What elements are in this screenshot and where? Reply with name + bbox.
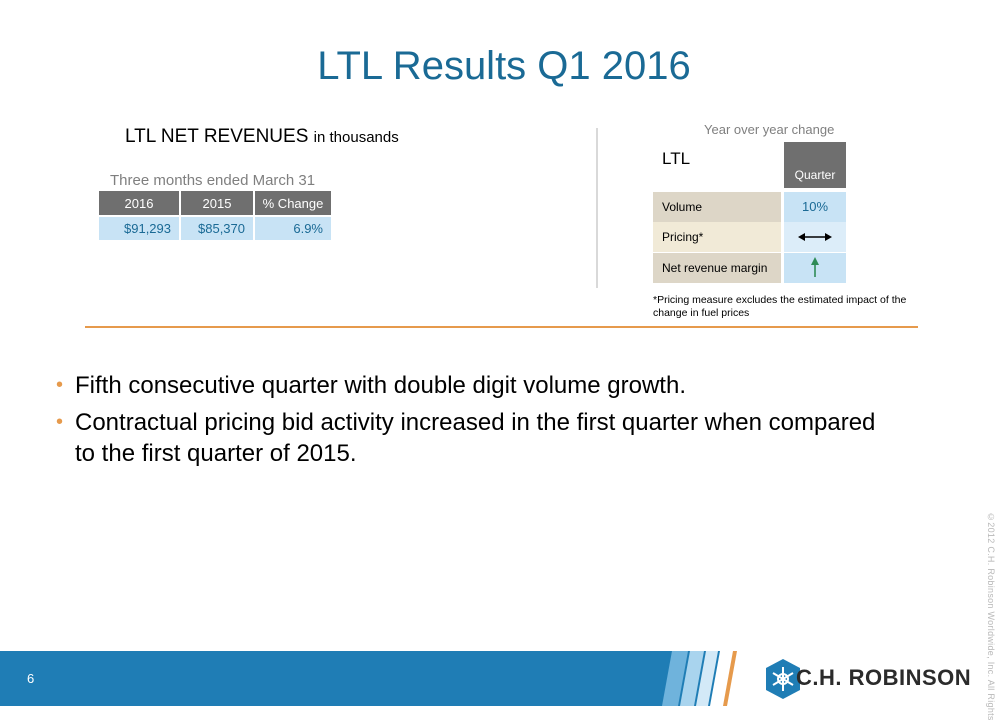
segment-label: LTL [662,149,691,168]
footer-bar [0,651,745,706]
footer-stripes [640,651,750,706]
slide-title: LTL Results Q1 2016 [317,44,691,88]
net-revenues-heading: LTL NET REVENUES in thousands [125,126,399,148]
cell-2016: $91,293 [99,215,181,240]
period-label: Three months ended March 31 [110,172,316,189]
yoy-row-value: 10% [784,192,846,222]
bullet-list: • Fifth consecutive quarter with double … [56,370,876,475]
net-revenues-table: 2016 2015 % Change $91,293 $85,370 6.9% [99,191,333,240]
quarter-column-header: Quarter [784,142,846,188]
pricing-footnote: *Pricing measure excludes the estimated … [653,294,907,319]
page-number: 6 [27,671,35,686]
list-item: • Contractual pricing bid activity incre… [56,407,876,469]
cell-change: 6.9% [255,215,333,240]
column-header-2015: 2015 [181,191,255,215]
company-logo [766,659,800,699]
bullet-icon: • [56,411,64,433]
company-logo-text: C.H. ROBINSON [796,665,972,690]
net-revenues-heading-main: LTL NET REVENUES [125,126,309,147]
column-header-2016: 2016 [99,191,181,215]
double-arrow-icon [798,233,832,241]
net-revenues-heading-sub: in thousands [313,129,399,146]
vertical-divider [596,128,598,288]
yoy-row-label: Volume [653,192,781,222]
bullet-text: Fifth consecutive quarter with double di… [75,372,686,399]
list-item: • Fifth consecutive quarter with double … [56,370,876,401]
yoy-row-label: Pricing* [653,222,781,252]
copyright-notice: ©2012 C.H. Robinson Worldwide, Inc. All … [986,512,996,720]
up-arrow-icon [811,257,819,277]
bullet-icon: • [56,374,64,396]
cell-2015: $85,370 [181,215,255,240]
yoy-row-value [784,222,846,252]
bullet-text: Contractual pricing bid activity increas… [75,409,876,467]
yoy-caption: Year over year change [704,122,835,137]
table-row: $91,293 $85,370 6.9% [99,215,333,240]
yoy-row-value [784,253,846,283]
yoy-row-label: Net revenue margin [653,253,781,283]
column-header-change: % Change [255,191,333,215]
table-header-row: 2016 2015 % Change [99,191,333,215]
section-divider [85,326,918,328]
